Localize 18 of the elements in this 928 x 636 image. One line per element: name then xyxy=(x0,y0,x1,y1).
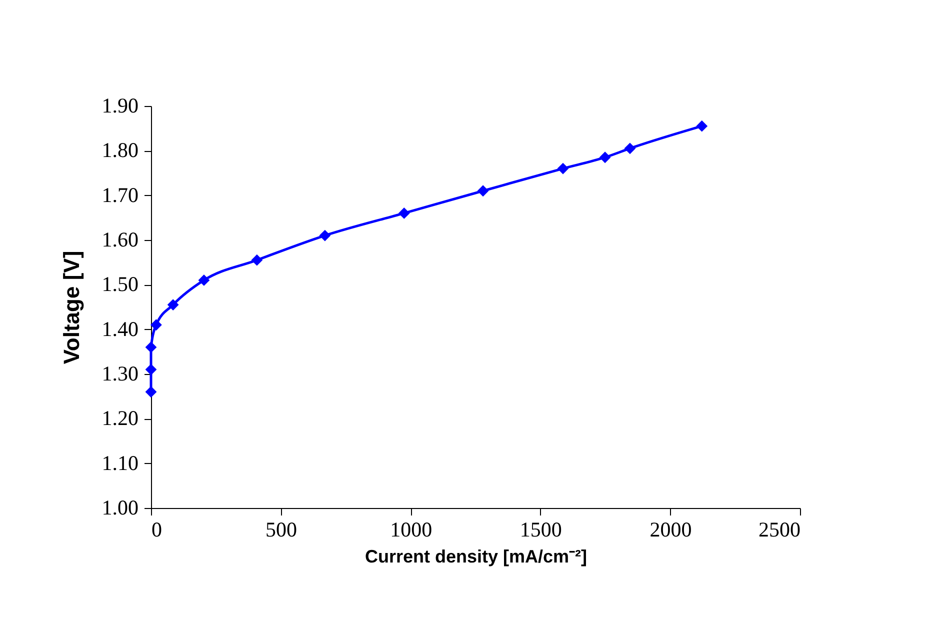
y-tick-label: 1.50 xyxy=(102,272,138,296)
y-tick-label: 1.90 xyxy=(102,94,138,118)
y-tick-label: 1.60 xyxy=(102,228,138,252)
x-tick-label: 0 xyxy=(152,518,162,542)
y-tick-label: 1.20 xyxy=(102,406,138,430)
y-axis-title: Voltage [V] xyxy=(58,250,84,364)
y-tick-label: 1.80 xyxy=(102,138,138,162)
x-axis-title: Current density [mA/cm⁻²] xyxy=(364,546,588,566)
y-tick-label: 1.10 xyxy=(102,450,138,475)
x-tick-label: 500 xyxy=(266,518,298,542)
x-tick-label: 1500 xyxy=(520,518,562,542)
x-tick-label: 1000 xyxy=(390,518,432,542)
y-tick-label: 1.30 xyxy=(102,362,138,386)
x-tick-label: 2000 xyxy=(650,518,692,542)
x-tick-label: 2500 xyxy=(758,518,800,542)
y-tick-label: 1.40 xyxy=(102,316,138,341)
y-tick-label: 1.70 xyxy=(102,182,138,207)
y-tick-label: 1.00 xyxy=(102,496,138,520)
